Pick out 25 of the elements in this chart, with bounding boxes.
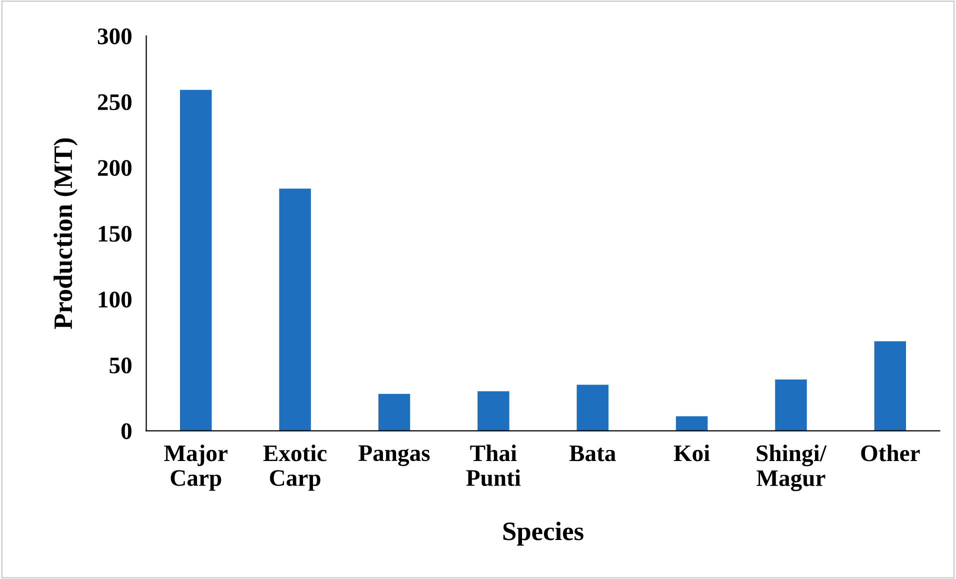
y-tick-label: 0 [121,423,132,440]
bar [478,391,510,431]
y-axis-title: Production (MT) [54,138,78,330]
bar [775,379,807,431]
x-tick-label: Other [861,444,920,462]
y-tick-label: 100 [98,292,132,308]
y-tick-label: 200 [98,160,132,176]
x-tick-label: Pangas [358,445,430,466]
x-tick-label: Major Carp [164,444,228,491]
bar [576,384,608,431]
y-tick-label: 150 [98,226,132,242]
x-tick-label: Thai Punti [466,444,521,486]
bar [279,188,311,431]
x-axis-title: Species [503,522,584,546]
x-tick-label: Bata [569,446,616,462]
bar [378,394,410,431]
y-tick-label: 50 [110,357,132,374]
bar [874,341,906,431]
x-tick-label: Koi [674,444,710,462]
x-tick-label: Shingi/ Magur [756,444,827,492]
x-tick-label: Exotic Carp [263,444,327,491]
y-tick-label: 300 [98,28,132,44]
bar [180,90,212,431]
bar [676,416,708,431]
y-tick-label: 250 [98,94,132,110]
